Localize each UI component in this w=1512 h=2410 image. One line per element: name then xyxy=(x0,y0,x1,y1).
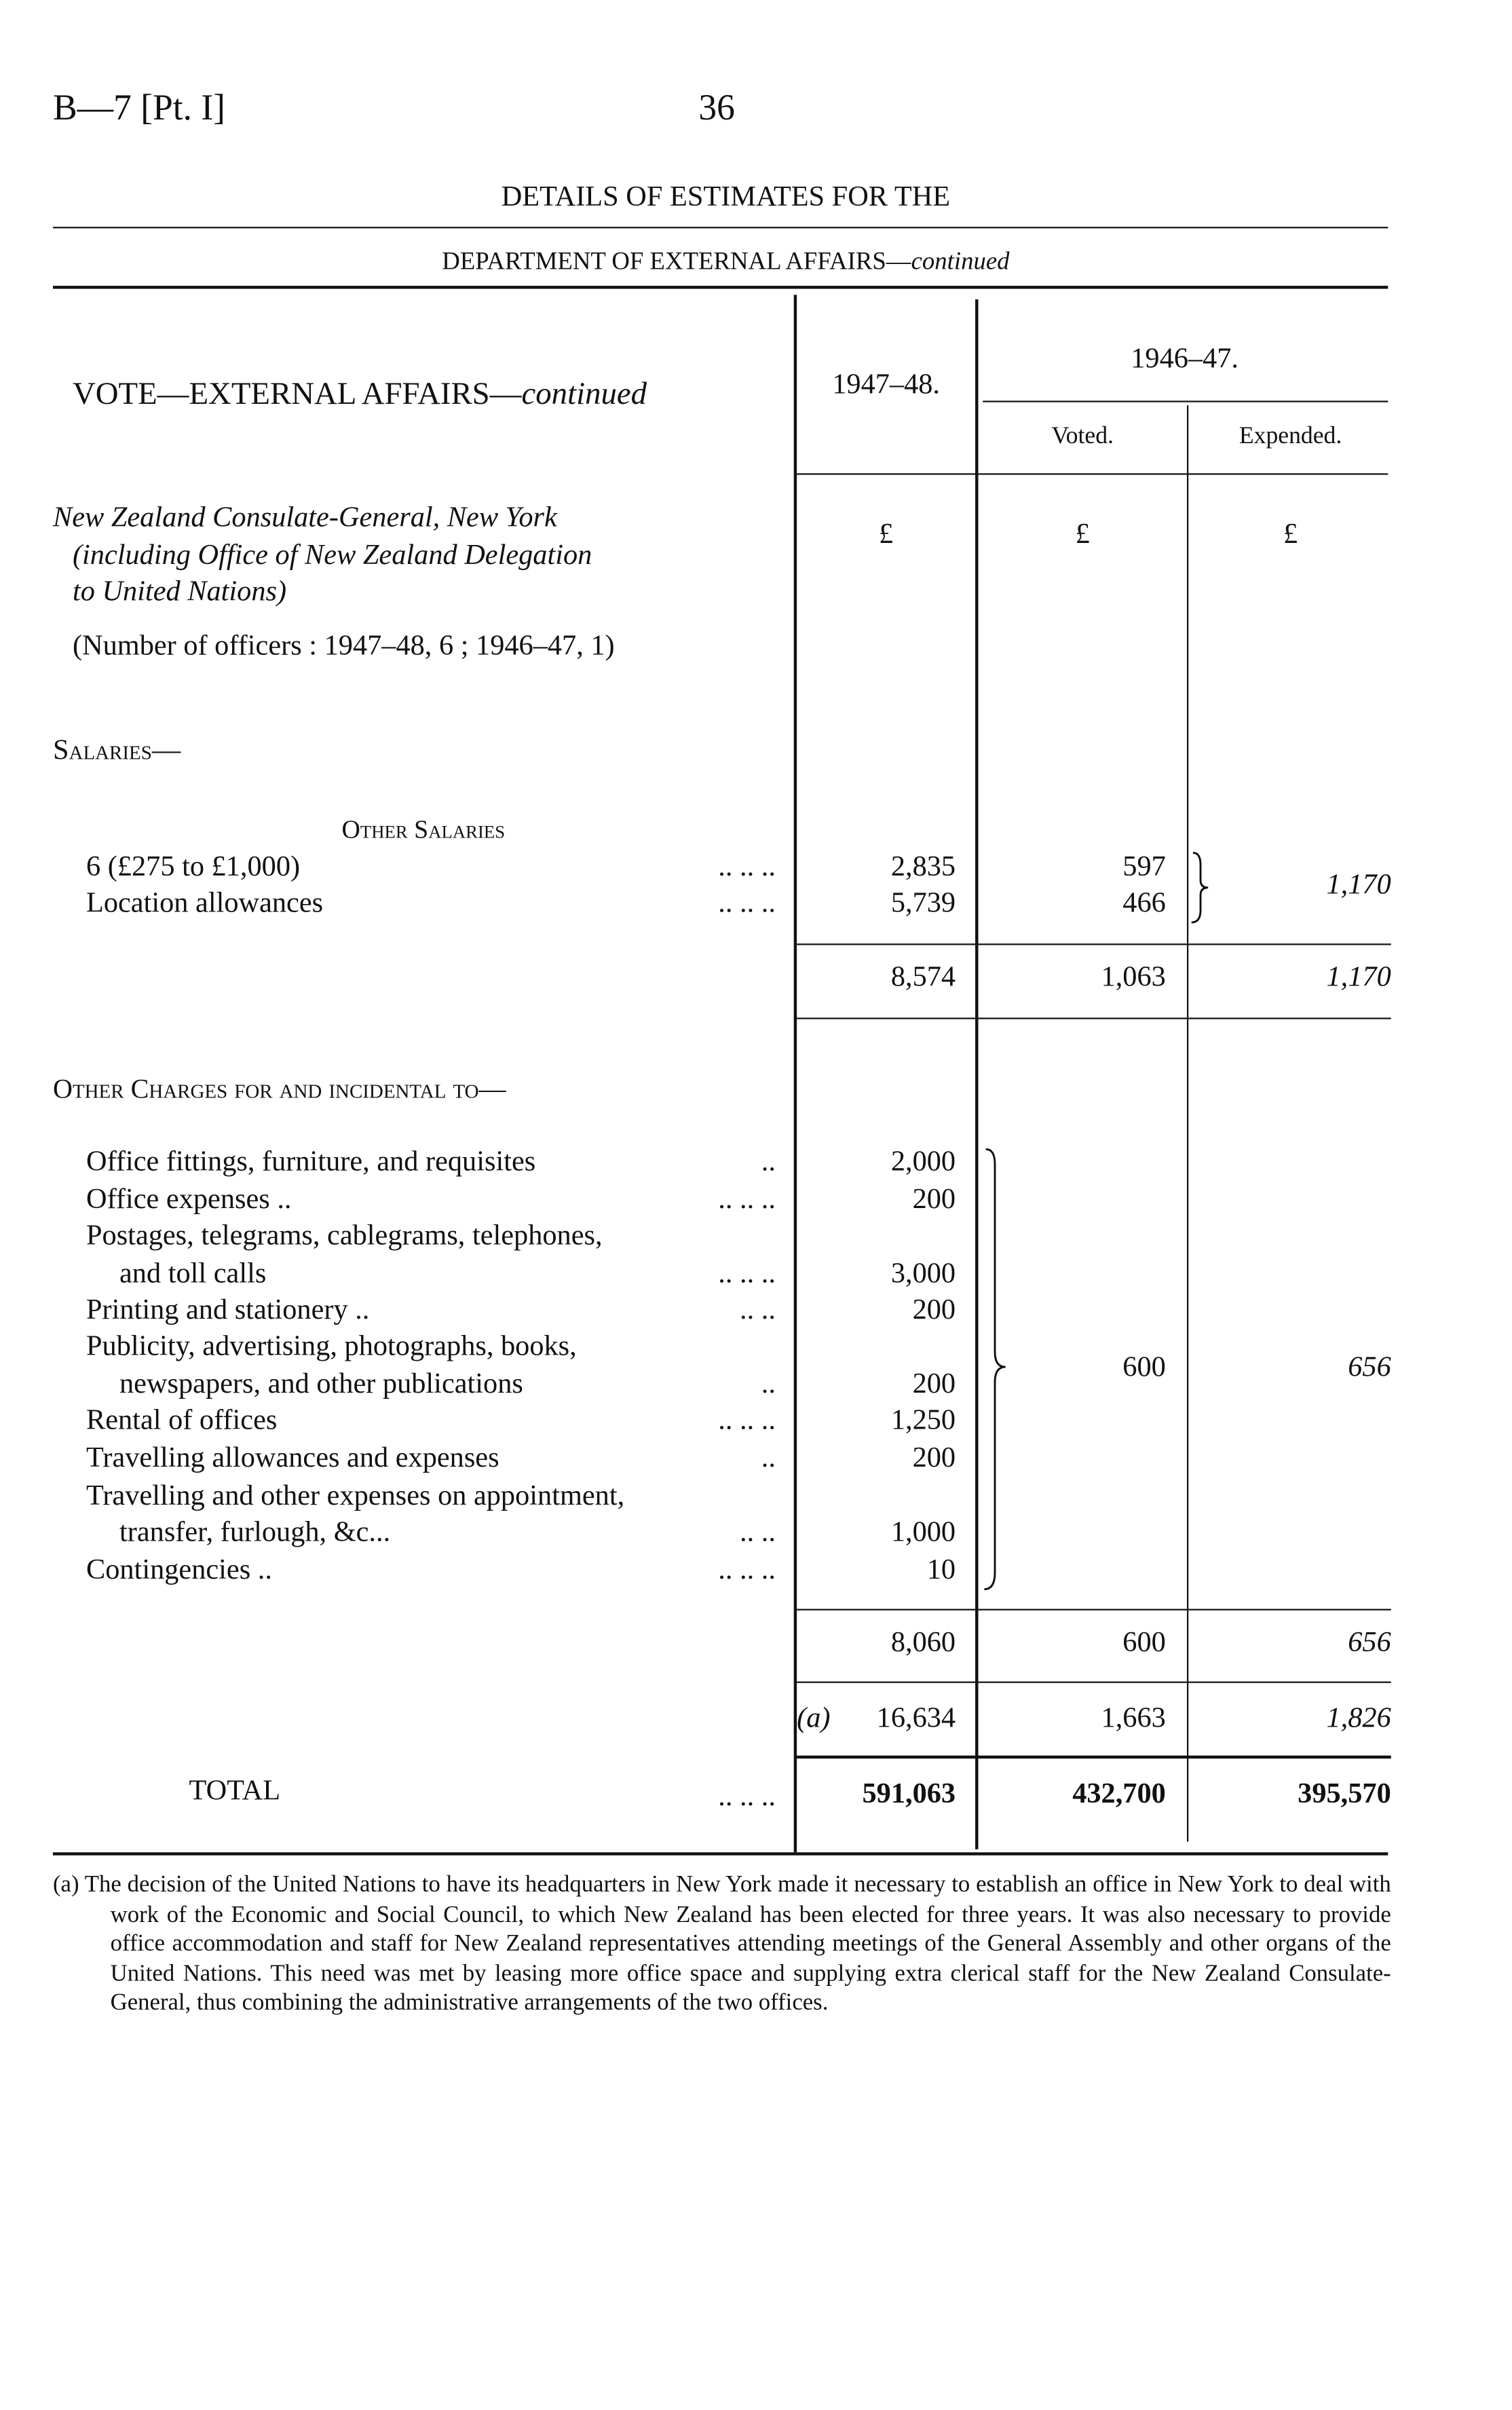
section-title-line: (including Office of New Zealand Delegat… xyxy=(72,540,592,572)
footnote-text: (a) The decision of the United Nations t… xyxy=(52,1872,1391,2016)
section-total-estimate: 16,634 xyxy=(876,1702,956,1735)
salary-voted: 597 xyxy=(1122,851,1166,884)
total-voted: 432,700 xyxy=(1072,1778,1166,1810)
document-reference: B—7 [Pt. I] xyxy=(52,89,225,129)
charges-subtotal-voted: 600 xyxy=(1122,1627,1166,1659)
divider xyxy=(797,473,1388,475)
column-header-expended: Expended. xyxy=(1239,423,1342,449)
divider xyxy=(983,400,1388,402)
charge-row-label: Publicity, advertising, photographs, boo… xyxy=(86,1330,577,1363)
dot-leader: .. .. xyxy=(740,1516,776,1549)
dot-leader: .. xyxy=(761,1368,776,1401)
currency-symbol: £ xyxy=(1075,519,1090,550)
currency-symbol: £ xyxy=(1283,519,1298,550)
page-title: DETAILS OF ESTIMATES FOR THE xyxy=(501,181,951,214)
dot-leader: .. .. xyxy=(740,1294,776,1326)
charge-estimate: 200 xyxy=(912,1368,956,1401)
dot-leader: .. .. .. xyxy=(718,851,776,884)
charge-row-label: newspapers, and other publications xyxy=(119,1368,523,1401)
section-total-expended: 1,826 xyxy=(1326,1702,1391,1735)
charge-estimate: 1,250 xyxy=(890,1404,956,1437)
charges-expended: 656 xyxy=(1348,1351,1391,1384)
salaries-heading: Salaries— xyxy=(52,734,181,767)
divider xyxy=(52,227,1388,229)
charge-estimate: 10 xyxy=(926,1554,956,1587)
total-label: TOTAL xyxy=(189,1775,281,1807)
charge-row-label: transfer, furlough, &c... xyxy=(119,1516,391,1549)
column-rule xyxy=(793,295,797,1853)
charges-subtotal-estimate: 8,060 xyxy=(890,1627,956,1659)
dot-leader: .. .. .. xyxy=(718,1554,776,1587)
column-rule xyxy=(1186,405,1189,1842)
divider xyxy=(797,1608,1391,1611)
charge-row-label: and toll calls xyxy=(119,1258,267,1290)
department-title: DEPARTMENT OF EXTERNAL AFFAIRS—continued xyxy=(442,246,1010,276)
charge-row-label: Travelling allowances and expenses xyxy=(86,1442,499,1475)
dot-leader: .. .. .. xyxy=(718,887,776,920)
charge-row-label: Rental of offices xyxy=(86,1404,278,1437)
charge-estimate: 200 xyxy=(912,1442,956,1475)
footnote: (a) The decision of the United Nations t… xyxy=(53,1870,1391,2018)
divider xyxy=(52,1852,1388,1856)
divider xyxy=(797,1681,1391,1683)
charge-row-label: Travelling and other expenses on appoint… xyxy=(86,1480,625,1512)
total-estimate: 591,063 xyxy=(862,1778,956,1810)
charge-row-label: Postages, telegrams, cablegrams, telepho… xyxy=(86,1220,603,1252)
brace-icon xyxy=(1191,852,1209,924)
other-charges-heading: Other Charges for and incidental to— xyxy=(52,1073,506,1104)
charge-row-label: Office expenses .. xyxy=(86,1184,292,1216)
charge-row-label: Contingencies .. xyxy=(86,1554,272,1587)
salary-expended: 1,170 xyxy=(1326,869,1391,901)
charges-voted: 600 xyxy=(1122,1351,1166,1384)
dot-leader: .. .. .. xyxy=(718,1258,776,1290)
dot-leader: .. .. .. xyxy=(718,1404,776,1437)
salaries-subtotal-expended: 1,170 xyxy=(1326,962,1391,994)
vote-heading: VOTE—EXTERNAL AFFAIRS—continued xyxy=(72,375,647,412)
charge-estimate: 1,000 xyxy=(890,1516,956,1549)
charge-row-label: Printing and stationery .. xyxy=(86,1294,370,1326)
column-header-1947-48: 1947–48. xyxy=(832,369,940,401)
total-expended: 395,570 xyxy=(1298,1778,1391,1810)
footnote-marker: (a) xyxy=(797,1702,831,1735)
column-rule xyxy=(975,299,979,1849)
dot-leader: .. xyxy=(761,1146,776,1178)
officers-count: (Number of officers : 1947–48, 6 ; 1946–… xyxy=(72,630,615,662)
column-header-1946-47: 1946–47. xyxy=(1131,343,1239,375)
page-number: 36 xyxy=(698,89,735,129)
charge-estimate: 2,000 xyxy=(890,1146,956,1178)
salary-estimate: 5,739 xyxy=(890,887,956,920)
salaries-subtotal-estimate: 8,574 xyxy=(890,962,956,994)
other-salaries-heading: Other Salaries xyxy=(341,814,506,844)
charges-subtotal-expended: 656 xyxy=(1348,1627,1391,1659)
dot-leader: .. .. .. xyxy=(718,1184,776,1216)
charge-estimate: 3,000 xyxy=(890,1258,956,1290)
section-total-voted: 1,663 xyxy=(1101,1702,1166,1735)
divider xyxy=(52,286,1388,289)
brace-icon xyxy=(984,1148,1006,1591)
divider xyxy=(797,1755,1391,1759)
dot-leader: .. .. .. xyxy=(718,1781,776,1813)
column-header-voted: Voted. xyxy=(1051,423,1114,449)
dot-leader: .. xyxy=(761,1442,776,1475)
divider xyxy=(797,943,1391,945)
section-title-line: to United Nations) xyxy=(72,576,287,608)
currency-symbol: £ xyxy=(879,519,894,550)
salary-voted: 466 xyxy=(1122,887,1166,920)
salary-row-label: Location allowances xyxy=(86,887,324,920)
salary-row-label: 6 (£275 to £1,000) xyxy=(86,851,301,884)
salaries-subtotal-voted: 1,063 xyxy=(1101,962,1166,994)
charge-estimate: 200 xyxy=(912,1184,956,1216)
charge-estimate: 200 xyxy=(912,1294,956,1326)
salary-estimate: 2,835 xyxy=(890,851,956,884)
divider xyxy=(797,1017,1391,1019)
section-title-line: New Zealand Consulate-General, New York xyxy=(52,502,557,534)
charge-row-label: Office fittings, furniture, and requisit… xyxy=(86,1146,536,1178)
